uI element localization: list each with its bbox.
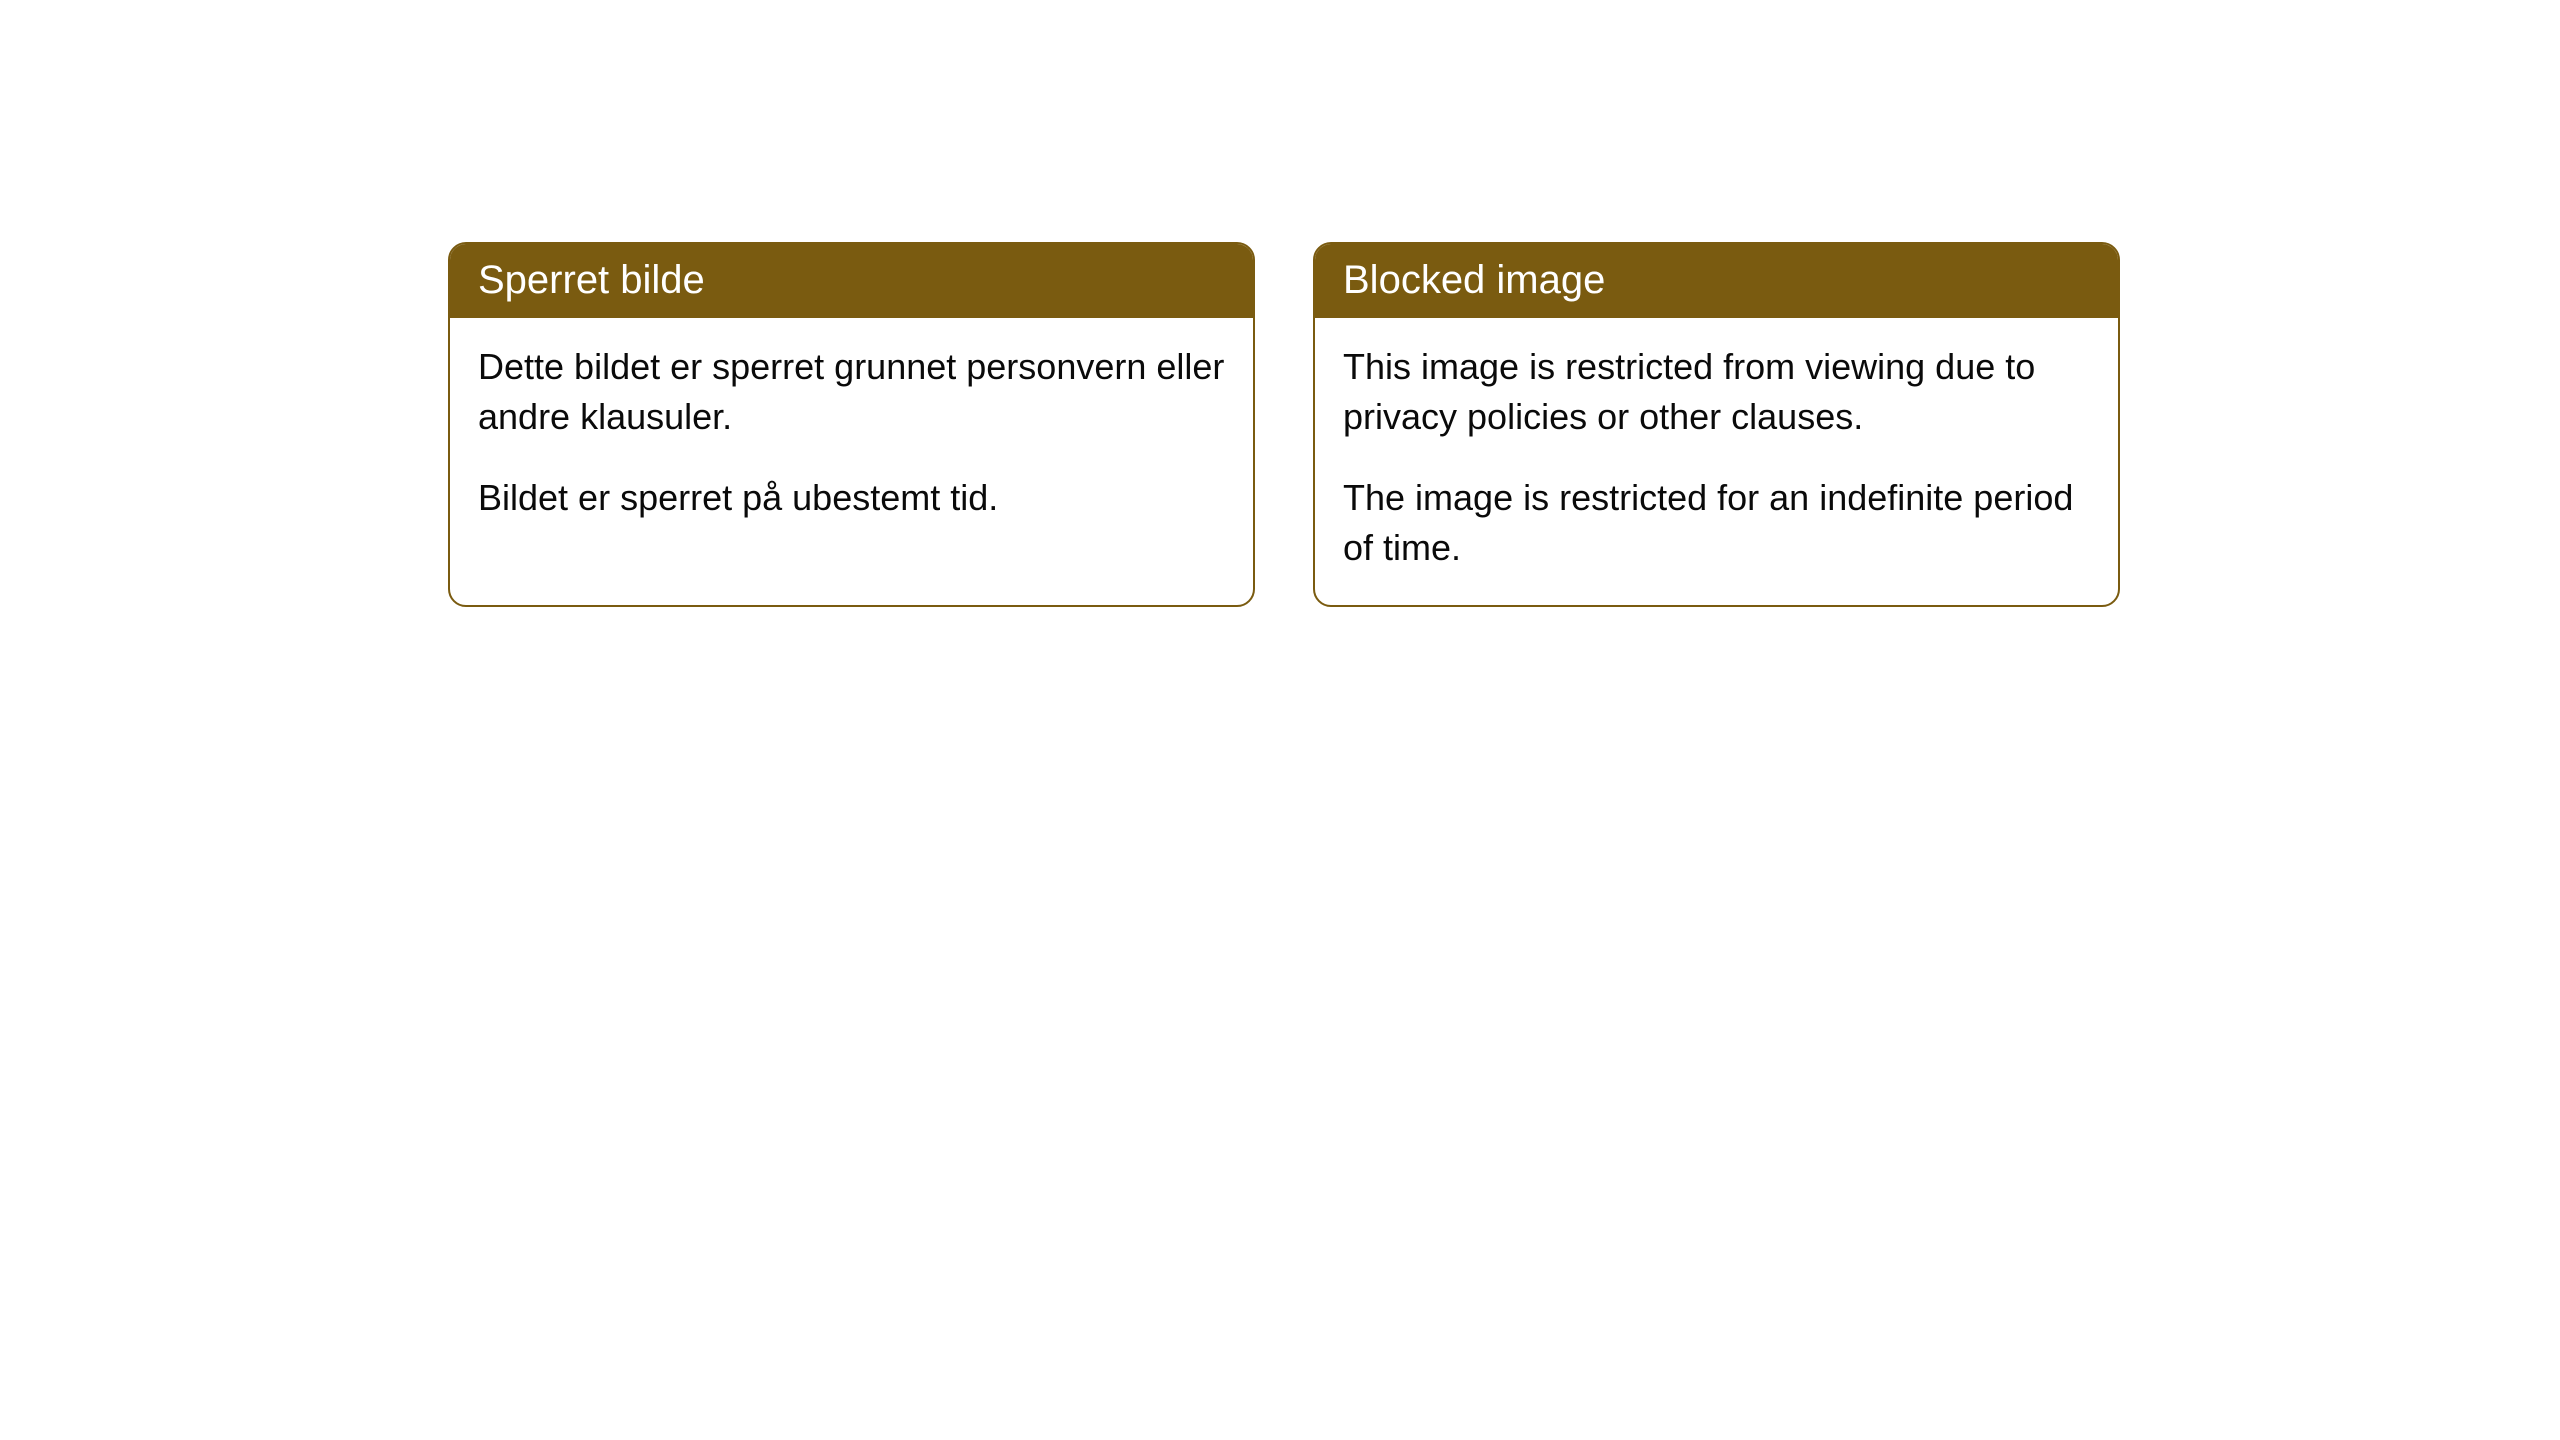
- notice-card-english: Blocked image This image is restricted f…: [1313, 242, 2120, 607]
- notice-card-norwegian: Sperret bilde Dette bildet er sperret gr…: [448, 242, 1255, 607]
- card-paragraph: Bildet er sperret på ubestemt tid.: [478, 473, 1225, 523]
- card-body: This image is restricted from viewing du…: [1315, 318, 2118, 605]
- card-paragraph: The image is restricted for an indefinit…: [1343, 473, 2090, 572]
- card-header: Blocked image: [1315, 244, 2118, 318]
- card-paragraph: This image is restricted from viewing du…: [1343, 342, 2090, 441]
- card-paragraph: Dette bildet er sperret grunnet personve…: [478, 342, 1225, 441]
- card-header: Sperret bilde: [450, 244, 1253, 318]
- notice-cards-container: Sperret bilde Dette bildet er sperret gr…: [448, 242, 2560, 607]
- card-body: Dette bildet er sperret grunnet personve…: [450, 318, 1253, 555]
